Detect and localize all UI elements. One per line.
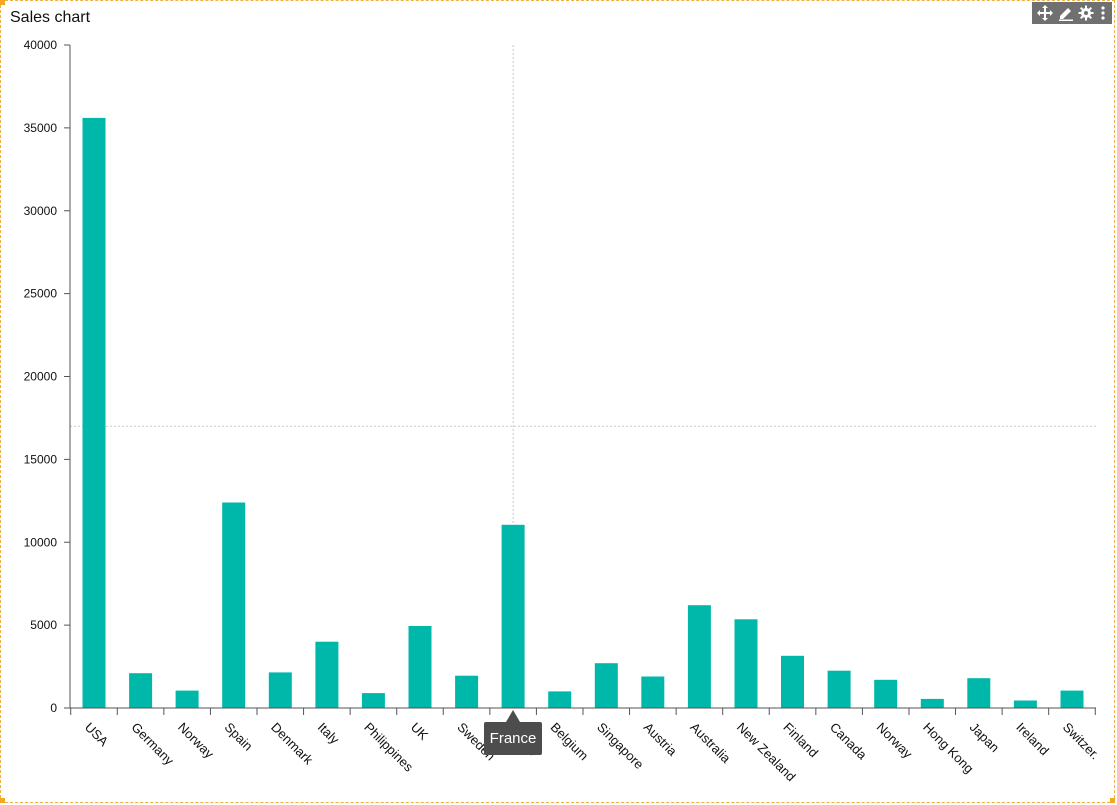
kebab-menu-icon[interactable]: [1099, 5, 1107, 21]
y-tick-label: 20000: [24, 370, 58, 384]
bar[interactable]: [222, 502, 246, 709]
bar[interactable]: [315, 641, 339, 708]
move-icon[interactable]: [1037, 5, 1054, 21]
bar[interactable]: [175, 690, 199, 708]
bar[interactable]: [734, 619, 758, 708]
bar[interactable]: [501, 524, 525, 708]
bar[interactable]: [874, 679, 898, 708]
x-tick-label: USA: [82, 720, 112, 750]
x-tick-label: Italy: [315, 720, 343, 748]
bar[interactable]: [268, 672, 292, 708]
bar[interactable]: [687, 605, 711, 708]
pencil-icon[interactable]: [1058, 5, 1074, 21]
x-tick-label: Belgium: [548, 720, 592, 764]
y-tick-label: 0: [50, 701, 57, 715]
x-tick-label: Canada: [827, 720, 870, 763]
bar[interactable]: [967, 678, 991, 708]
x-tick-label: Spain: [222, 720, 256, 754]
gear-icon[interactable]: [1078, 5, 1094, 21]
bar[interactable]: [82, 117, 106, 708]
bar[interactable]: [408, 626, 432, 708]
bar[interactable]: [1013, 700, 1037, 709]
widget-title: Sales chart: [10, 9, 91, 26]
bar[interactable]: [1060, 690, 1084, 708]
y-tick-label: 40000: [24, 38, 58, 52]
resize-handle-bottom-left[interactable]: [0, 798, 5, 803]
y-tick-label: 15000: [24, 452, 58, 466]
bar[interactable]: [548, 691, 572, 708]
x-tick-label: Finland: [780, 720, 821, 761]
x-tick-label: Switzer.: [1060, 720, 1103, 763]
resize-handle-top-left[interactable]: [0, 0, 5, 5]
bar[interactable]: [920, 698, 944, 708]
x-tick-label: Japan: [967, 720, 1003, 756]
y-tick-label: 5000: [30, 618, 57, 632]
x-tick-label: Australia: [687, 720, 734, 767]
bar-tooltip: France: [484, 722, 542, 755]
y-axis-ticks: 0 5000 10000 15000 20000 25000 30000 35000 40000: [24, 38, 70, 715]
widget-toolbar: [1032, 2, 1112, 24]
x-tick-label: Norway: [874, 720, 916, 762]
bar[interactable]: [641, 676, 665, 709]
x-tick-label: Singapore: [594, 720, 647, 773]
x-tick-label: Germany: [128, 720, 177, 769]
tooltip-arrow: [506, 710, 520, 722]
y-tick-label: 30000: [24, 204, 58, 218]
bar[interactable]: [594, 663, 618, 708]
x-tick-label: Norway: [175, 720, 217, 762]
bar-series: [82, 117, 1084, 709]
y-tick-label: 25000: [24, 287, 58, 301]
y-tick-label: 35000: [24, 121, 58, 135]
bar[interactable]: [781, 655, 804, 708]
axes: [64, 45, 1096, 709]
bar[interactable]: [361, 693, 385, 708]
bar[interactable]: [455, 675, 479, 708]
y-tick-label: 10000: [24, 535, 58, 549]
x-tick-label: Ireland: [1013, 720, 1052, 759]
resize-handle-bottom-right[interactable]: [1110, 798, 1115, 803]
x-tick-label: Philippines: [361, 720, 416, 775]
x-tick-label: Austria: [641, 720, 681, 760]
x-tick-label: UK: [408, 720, 432, 744]
bar[interactable]: [827, 670, 851, 708]
bar[interactable]: [129, 673, 153, 708]
x-tick-label: Denmark: [268, 720, 316, 768]
